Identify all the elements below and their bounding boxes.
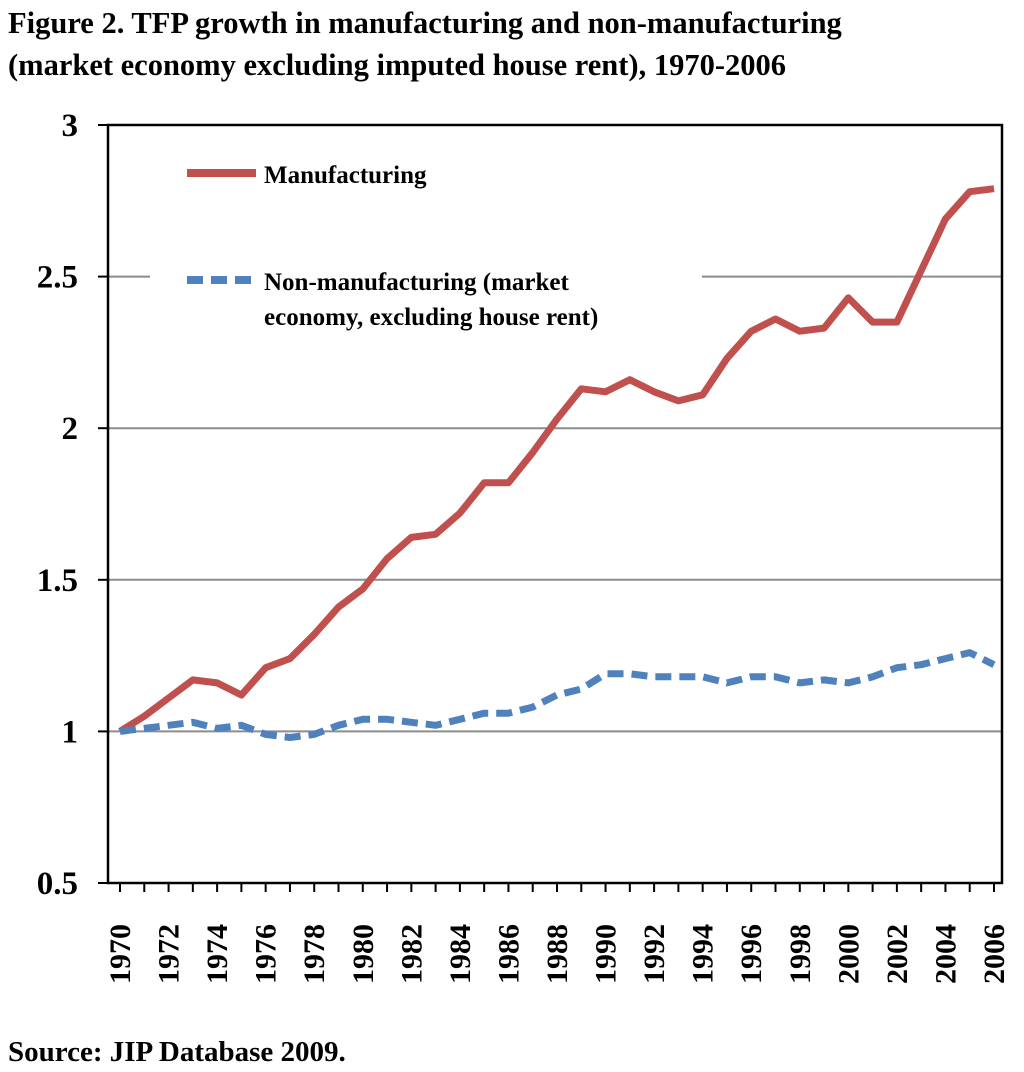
legend-bg-non-manufacturing — [150, 258, 702, 338]
x-tick-label: 1996 — [735, 924, 768, 984]
x-tick-label: 1992 — [638, 924, 671, 984]
y-tick-label: 3 — [62, 108, 79, 144]
x-tick-label: 2000 — [832, 924, 865, 984]
x-tick-label: 1988 — [541, 924, 574, 984]
x-tick-label: 1974 — [201, 924, 234, 984]
legend-label-non-manufacturing-line-2: economy, excluding house rent) — [264, 304, 598, 331]
x-tick-label: 1972 — [153, 924, 186, 984]
y-tick-label: 1 — [62, 714, 79, 750]
x-tick-label: 2004 — [929, 924, 962, 984]
x-tick-label: 1994 — [687, 924, 720, 984]
x-tick-label: 1978 — [298, 924, 331, 984]
plot-area-border — [106, 123, 1004, 885]
x-tick-label: 1990 — [590, 924, 623, 984]
series-line-non-manufacturing — [119, 649, 996, 741]
x-tick-label: 1984 — [444, 924, 477, 984]
y-tick-label: 2 — [62, 411, 79, 447]
y-axis-ticks: 3 2.5 2 1.5 1 0.5 — [37, 108, 108, 902]
x-axis-ticks: 1970 1972 1974 1976 1978 1980 1982 1984 1986 1988… — [104, 883, 1011, 984]
axes — [106, 123, 1004, 885]
x-tick-label: 1986 — [492, 924, 525, 984]
legend: Manufacturing Non-manufacturing (market … — [150, 150, 702, 338]
x-tick-label: 1976 — [250, 924, 283, 984]
source-note: Source: JIP Database 2009. — [8, 1036, 346, 1068]
x-tick-label: 1982 — [395, 924, 428, 984]
y-tick-label: 0.5 — [37, 866, 78, 902]
x-tick-label: 1980 — [347, 924, 380, 984]
x-tick-label: 1998 — [784, 924, 817, 984]
legend-label-manufacturing: Manufacturing — [264, 162, 427, 189]
gridlines — [108, 275, 1002, 733]
chart-title: Figure 2. TFP growth in manufacturing an… — [8, 2, 1018, 86]
legend-label-non-manufacturing-line-1: Non-manufacturing (market — [264, 269, 570, 296]
y-tick-label: 2.5 — [37, 260, 78, 296]
y-tick-label: 1.5 — [37, 563, 78, 599]
x-tick-label: 2006 — [978, 924, 1011, 984]
chart-title-line-2: (market economy excluding imputed house … — [8, 48, 786, 82]
x-tick-label: 2002 — [881, 924, 914, 984]
series-lines — [118, 185, 996, 741]
chart-title-line-1: Figure 2. TFP growth in manufacturing an… — [8, 6, 842, 40]
x-tick-label: 1970 — [104, 924, 137, 984]
